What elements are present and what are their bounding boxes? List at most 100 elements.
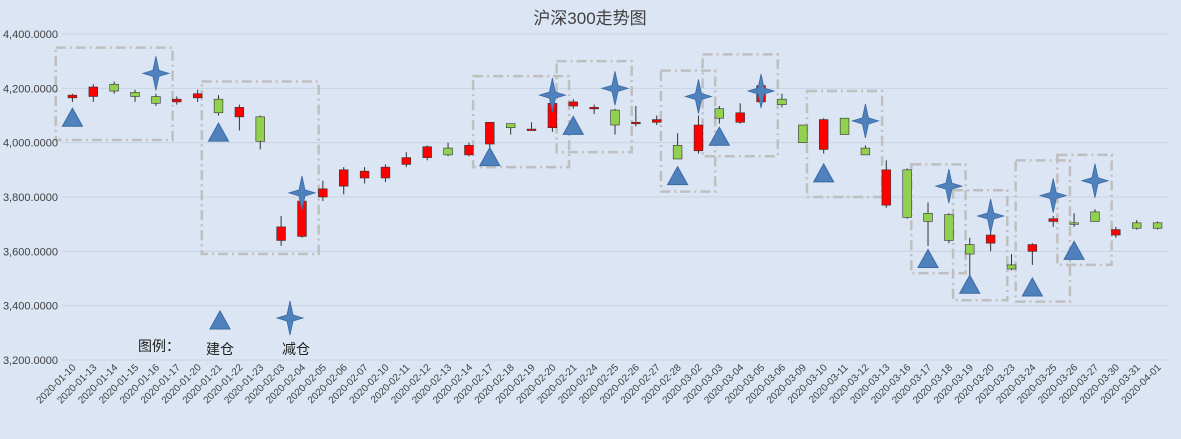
candle-body — [88, 86, 98, 97]
candle — [1006, 254, 1017, 271]
candle-body — [693, 124, 704, 152]
candle — [1111, 226, 1121, 238]
candle — [234, 104, 245, 131]
candle-body — [401, 157, 412, 165]
candle — [985, 229, 996, 252]
highlight-box — [471, 74, 571, 169]
candle — [714, 105, 725, 124]
candle-body — [1027, 244, 1038, 252]
legend: 图例： 建仓 减仓 — [138, 300, 310, 357]
candle — [172, 96, 182, 105]
candle-body — [505, 123, 516, 129]
highlight-box — [1056, 153, 1113, 267]
y-tick-label: 3,400.0000 — [3, 301, 58, 313]
candle-body — [276, 226, 286, 241]
candle-body — [213, 98, 224, 114]
candle — [1132, 220, 1142, 230]
candle-body — [798, 124, 808, 143]
candle-body — [985, 234, 996, 244]
legend-build-triangle-icon — [209, 309, 231, 330]
candle — [610, 108, 620, 135]
candle-body — [1006, 264, 1017, 270]
candle — [67, 93, 78, 102]
candle — [339, 167, 349, 195]
candle — [318, 180, 328, 202]
highlight-box — [659, 69, 717, 193]
candle-body — [318, 188, 328, 198]
candle — [672, 133, 683, 160]
candle-body — [151, 96, 161, 104]
y-tick-label: 4,000.0000 — [3, 138, 58, 150]
candle-body — [67, 94, 78, 99]
reduce-star-marker — [976, 198, 1006, 234]
build-triangle-marker — [958, 274, 981, 294]
candle — [505, 123, 516, 135]
reduce-star-marker — [684, 79, 713, 114]
highlight-box — [701, 53, 780, 158]
y-tick-label: 3,600.0000 — [3, 246, 58, 258]
legend-reduce-star-icon — [275, 300, 305, 336]
candle — [464, 142, 474, 157]
candle — [944, 213, 954, 244]
chart-title: 沪深300走势图 — [533, 9, 646, 28]
candle-body — [192, 93, 203, 99]
candle-body — [860, 147, 871, 156]
candle-body — [672, 145, 683, 160]
candle — [777, 93, 787, 108]
candle-body — [714, 108, 725, 119]
legend-reduce-label: 减仓 — [282, 341, 310, 357]
candle-body — [234, 107, 245, 118]
candle-body — [735, 112, 745, 123]
candle — [589, 104, 599, 115]
candle — [881, 160, 891, 208]
candle-body — [965, 244, 975, 255]
build-triangle-marker — [1021, 276, 1044, 297]
candle-body — [589, 107, 599, 110]
candle — [213, 95, 224, 116]
build-triangle-marker — [812, 162, 835, 183]
candle-body — [610, 109, 620, 126]
candle — [422, 145, 432, 161]
y-tick-label: 4,400.0000 — [3, 29, 58, 41]
candle — [1069, 213, 1079, 227]
build-triangle-marker — [917, 248, 939, 268]
candle — [735, 103, 745, 124]
candle-body — [1111, 229, 1121, 236]
reduce-star-marker — [1080, 163, 1110, 198]
candle-body — [130, 92, 140, 97]
candle — [631, 105, 641, 127]
candle — [192, 89, 203, 102]
highlight-box — [951, 188, 1009, 302]
candle-body — [1090, 211, 1100, 222]
reduce-star-marker — [600, 71, 630, 106]
candle — [151, 93, 161, 106]
candle — [276, 216, 286, 246]
reduce-star-marker — [141, 56, 171, 91]
candle-body — [923, 213, 933, 222]
candle-body — [568, 101, 578, 107]
build-triangle-marker — [1063, 240, 1085, 260]
reduce-star-marker — [538, 78, 567, 113]
reduce-star-marker — [934, 169, 964, 204]
candle-body — [526, 128, 537, 131]
candle-body — [777, 98, 787, 105]
reduce-star-marker — [851, 103, 880, 139]
reduce-star-marker — [746, 73, 776, 109]
candle — [1090, 209, 1100, 222]
candle — [255, 115, 265, 150]
highlight-box — [1014, 159, 1072, 303]
candle-body — [339, 169, 349, 187]
candle-body — [1132, 222, 1142, 229]
candle-body — [1048, 218, 1058, 222]
candle — [652, 115, 662, 126]
candle — [443, 142, 453, 157]
build-triangle-marker — [562, 115, 585, 135]
candle — [485, 121, 495, 149]
candle — [130, 89, 140, 102]
highlight-box — [54, 46, 174, 142]
candle-body — [839, 117, 850, 135]
candle — [693, 115, 704, 154]
candle — [965, 237, 975, 279]
